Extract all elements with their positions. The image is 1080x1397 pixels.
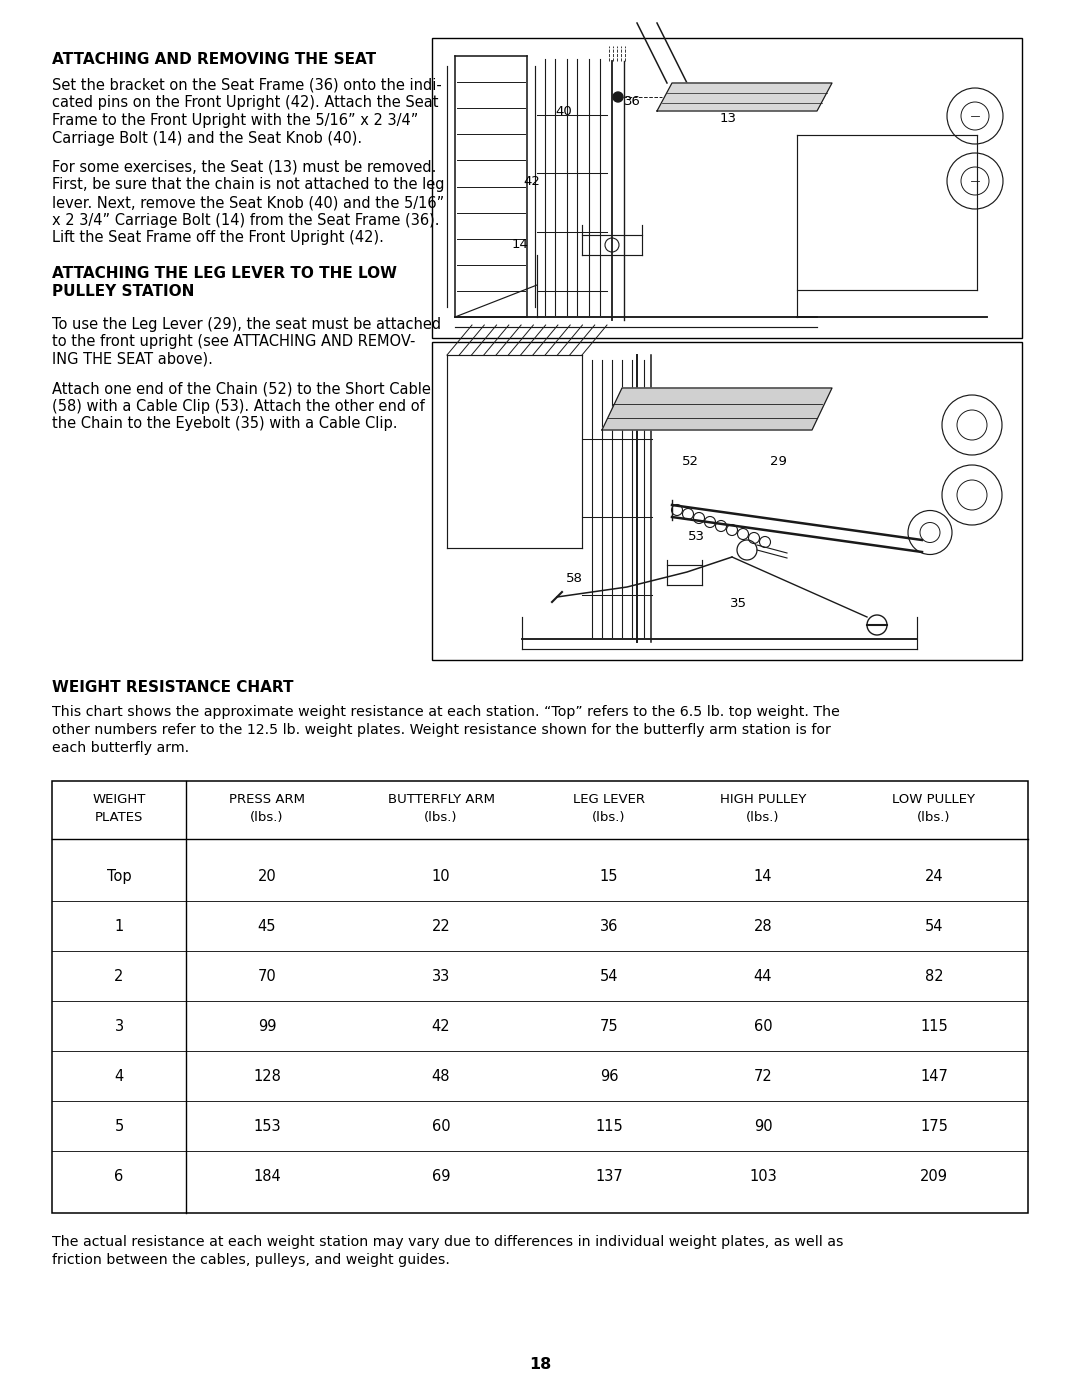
Text: WEIGHT RESISTANCE CHART: WEIGHT RESISTANCE CHART (52, 680, 294, 694)
Text: x 2 3/4” Carriage Bolt (14) from the Seat Frame (36).: x 2 3/4” Carriage Bolt (14) from the Sea… (52, 212, 440, 228)
Text: This chart shows the approximate weight resistance at each station. “Top” refers: This chart shows the approximate weight … (52, 705, 840, 719)
Text: 137: 137 (595, 1169, 623, 1185)
Text: friction between the cables, pulleys, and weight guides.: friction between the cables, pulleys, an… (52, 1253, 450, 1267)
Text: 153: 153 (253, 1119, 281, 1134)
Text: 40: 40 (555, 105, 571, 117)
Text: 209: 209 (920, 1169, 948, 1185)
Text: For some exercises, the Seat (13) must be removed.: For some exercises, the Seat (13) must b… (52, 161, 436, 175)
Text: LEG LEVER: LEG LEVER (573, 793, 645, 806)
Text: 42: 42 (432, 1018, 450, 1034)
Text: 90: 90 (754, 1119, 772, 1134)
Text: 69: 69 (432, 1169, 450, 1185)
Text: 103: 103 (750, 1169, 777, 1185)
Text: 60: 60 (754, 1018, 772, 1034)
Text: 58: 58 (566, 571, 583, 585)
Text: 28: 28 (754, 919, 772, 935)
Text: LOW PULLEY: LOW PULLEY (892, 793, 975, 806)
Text: To use the Leg Lever (29), the seat must be attached: To use the Leg Lever (29), the seat must… (52, 317, 441, 331)
Text: 13: 13 (720, 112, 737, 124)
Text: The actual resistance at each weight station may vary due to differences in indi: The actual resistance at each weight sta… (52, 1235, 843, 1249)
Text: Attach one end of the Chain (52) to the Short Cable: Attach one end of the Chain (52) to the … (52, 381, 431, 395)
Text: 35: 35 (730, 597, 747, 610)
Bar (432, 342, 1022, 659)
Text: ING THE SEAT above).: ING THE SEAT above). (52, 352, 213, 366)
Text: WEIGHT: WEIGHT (92, 793, 146, 806)
Text: other numbers refer to the 12.5 lb. weight plates. Weight resistance shown for t: other numbers refer to the 12.5 lb. weig… (52, 724, 831, 738)
Text: HIGH PULLEY: HIGH PULLEY (719, 793, 806, 806)
Text: ATTACHING THE LEG LEVER TO THE LOW: ATTACHING THE LEG LEVER TO THE LOW (52, 265, 397, 281)
Text: (lbs.): (lbs.) (592, 812, 625, 824)
Text: to the front upright (see ATTACHING AND REMOV-: to the front upright (see ATTACHING AND … (52, 334, 416, 349)
Circle shape (613, 92, 623, 102)
Text: 36: 36 (624, 95, 640, 108)
Text: 72: 72 (754, 1069, 772, 1084)
Text: 3: 3 (114, 1018, 123, 1034)
Text: (58) with a Cable Clip (53). Attach the other end of: (58) with a Cable Clip (53). Attach the … (52, 398, 424, 414)
Text: 128: 128 (253, 1069, 281, 1084)
Text: Top: Top (107, 869, 132, 884)
Text: 5: 5 (114, 1119, 123, 1134)
Text: 6: 6 (114, 1169, 123, 1185)
Text: 147: 147 (920, 1069, 948, 1084)
Text: (lbs.): (lbs.) (251, 812, 284, 824)
Text: 53: 53 (688, 529, 705, 543)
Text: 52: 52 (681, 455, 699, 468)
Text: 15: 15 (599, 869, 618, 884)
Text: 54: 54 (924, 919, 943, 935)
Text: 10: 10 (432, 869, 450, 884)
Text: 33: 33 (432, 970, 450, 983)
Text: 14: 14 (512, 237, 529, 251)
Text: 2: 2 (114, 970, 124, 983)
Text: PLATES: PLATES (95, 812, 144, 824)
Text: (lbs.): (lbs.) (917, 812, 950, 824)
Text: 82: 82 (924, 970, 943, 983)
Text: 96: 96 (599, 1069, 618, 1084)
Text: each butterfly arm.: each butterfly arm. (52, 740, 189, 754)
Polygon shape (602, 388, 832, 430)
Text: Lift the Seat Frame off the Front Upright (42).: Lift the Seat Frame off the Front Uprigh… (52, 231, 383, 244)
Text: 14: 14 (754, 869, 772, 884)
Text: lever. Next, remove the Seat Knob (40) and the 5/16”: lever. Next, remove the Seat Knob (40) a… (52, 196, 444, 210)
Text: 29: 29 (770, 455, 787, 468)
Text: Set the bracket on the Seat Frame (36) onto the indi-: Set the bracket on the Seat Frame (36) o… (52, 78, 442, 94)
Text: Frame to the Front Upright with the 5/16” x 2 3/4”: Frame to the Front Upright with the 5/16… (52, 113, 418, 129)
Text: 70: 70 (258, 970, 276, 983)
Text: 4: 4 (114, 1069, 123, 1084)
Text: 75: 75 (599, 1018, 619, 1034)
Text: PULLEY STATION: PULLEY STATION (52, 285, 194, 299)
Text: cated pins on the Front Upright (42). Attach the Seat: cated pins on the Front Upright (42). At… (52, 95, 438, 110)
Text: 54: 54 (599, 970, 618, 983)
Text: BUTTERFLY ARM: BUTTERFLY ARM (388, 793, 495, 806)
Text: 42: 42 (523, 175, 540, 189)
Text: 48: 48 (432, 1069, 450, 1084)
Text: 44: 44 (754, 970, 772, 983)
Text: 45: 45 (258, 919, 276, 935)
Text: Carriage Bolt (14) and the Seat Knob (40).: Carriage Bolt (14) and the Seat Knob (40… (52, 130, 362, 145)
Bar (432, 38, 1022, 338)
Text: 24: 24 (924, 869, 943, 884)
Text: 22: 22 (432, 919, 450, 935)
Text: (lbs.): (lbs.) (424, 812, 458, 824)
Text: the Chain to the Eyebolt (35) with a Cable Clip.: the Chain to the Eyebolt (35) with a Cab… (52, 416, 397, 432)
Text: 99: 99 (258, 1018, 276, 1034)
Text: 1: 1 (114, 919, 123, 935)
Text: 175: 175 (920, 1119, 948, 1134)
Text: (lbs.): (lbs.) (746, 812, 780, 824)
Text: 115: 115 (595, 1119, 623, 1134)
Text: 20: 20 (258, 869, 276, 884)
Text: First, be sure that the chain is not attached to the leg: First, be sure that the chain is not att… (52, 177, 445, 193)
Text: ATTACHING AND REMOVING THE SEAT: ATTACHING AND REMOVING THE SEAT (52, 52, 376, 67)
Text: 60: 60 (432, 1119, 450, 1134)
Text: 184: 184 (253, 1169, 281, 1185)
Bar (52, 781, 1028, 1213)
Text: 18: 18 (529, 1356, 551, 1372)
Polygon shape (657, 82, 832, 110)
Text: 115: 115 (920, 1018, 948, 1034)
Text: 36: 36 (599, 919, 618, 935)
Text: PRESS ARM: PRESS ARM (229, 793, 305, 806)
